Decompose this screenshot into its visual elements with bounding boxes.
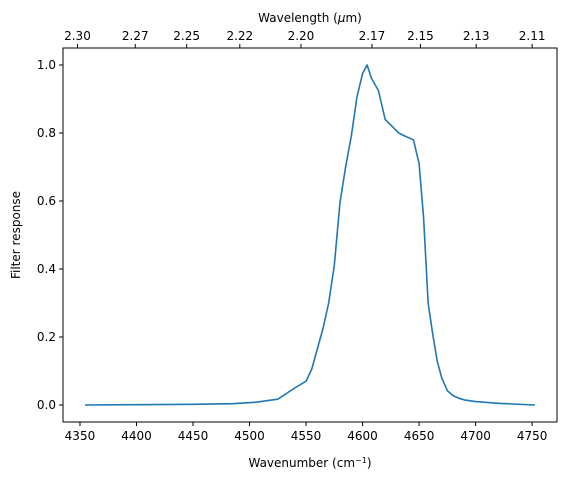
y-tick-label: 0.0 (37, 398, 56, 412)
top-axis-label: Wavelength (μm) (258, 11, 362, 25)
x-tick-label: 4750 (517, 429, 548, 443)
x-tick-label: 4450 (178, 429, 209, 443)
x-tick-label: 4600 (347, 429, 378, 443)
top-tick-label: 2.20 (288, 29, 315, 43)
top-tick-label: 2.30 (64, 29, 91, 43)
y-axis-label: Filter response (9, 191, 23, 279)
y-tick-label: 0.8 (37, 126, 56, 140)
x-axis-label: Wavenumber (cm−1) (248, 456, 371, 471)
tick-layer (59, 44, 533, 426)
x-tick-label: 4350 (65, 429, 96, 443)
x-tick-label: 4500 (234, 429, 265, 443)
x-axis-label-superscript: −1 (355, 456, 367, 465)
top-tick-label: 2.25 (173, 29, 200, 43)
y-tick-label: 0.2 (37, 330, 56, 344)
plot-frame (62, 47, 558, 423)
plot-area (84, 64, 536, 406)
top-tick-label: 2.11 (519, 29, 546, 43)
x-tick-label: 4650 (404, 429, 435, 443)
y-tick-label: 0.6 (37, 194, 56, 208)
x-tick-label: 4550 (291, 429, 322, 443)
series-line-0 (84, 64, 536, 406)
x-tick-label: 4400 (121, 429, 152, 443)
y-tick-label: 0.4 (37, 262, 56, 276)
x-tick-label: 4700 (460, 429, 491, 443)
top-tick-label: 2.15 (407, 29, 434, 43)
top-tick-label: 2.13 (463, 29, 490, 43)
top-tick-label: 2.27 (122, 29, 149, 43)
top-tick-label: 2.22 (226, 29, 253, 43)
y-tick-label: 1.0 (37, 58, 56, 72)
top-tick-label: 2.17 (359, 29, 386, 43)
tick-labels: 4350 4400 4450 4500 4550 4600 4650 4700 4750 2.30… (37, 29, 547, 443)
